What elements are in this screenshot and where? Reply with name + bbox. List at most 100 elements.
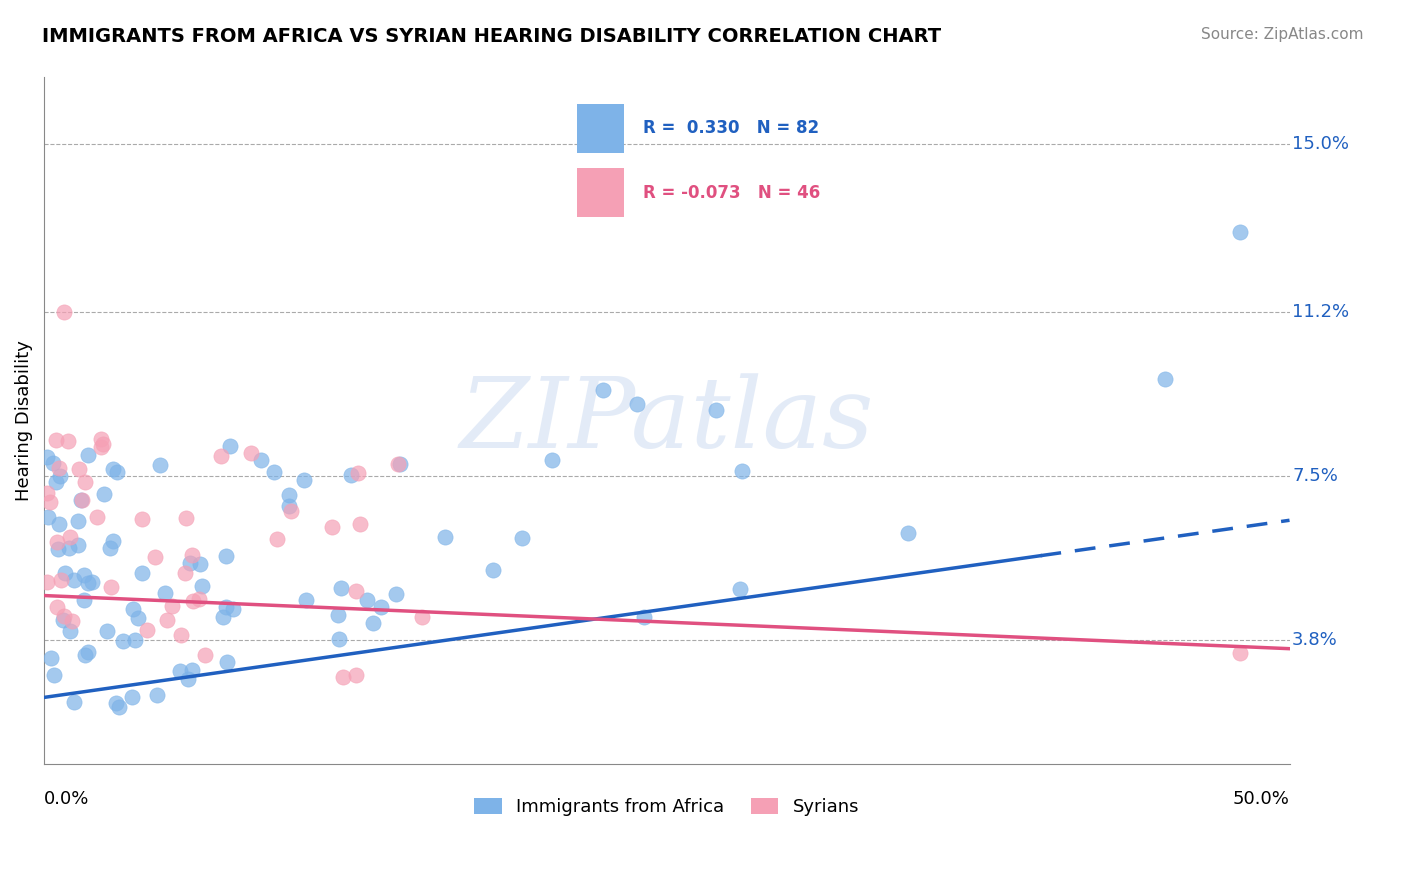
Point <box>53 305 76 319</box>
Point <box>38 495 60 509</box>
Point <box>90 440 112 454</box>
Point <box>121 602 143 616</box>
Point <box>121 690 143 705</box>
Point <box>363 616 385 631</box>
Point <box>356 592 378 607</box>
Text: IMMIGRANTS FROM AFRICA VS SYRIAN HEARING DISABILITY CORRELATION CHART: IMMIGRANTS FROM AFRICA VS SYRIAN HEARING… <box>42 27 941 45</box>
Point <box>411 610 433 624</box>
Point <box>35 574 58 589</box>
Point <box>326 607 349 622</box>
Point <box>217 655 239 669</box>
Point <box>146 688 169 702</box>
Point <box>98 541 121 556</box>
Point <box>188 557 211 571</box>
Point <box>46 542 69 557</box>
Legend: Immigrants from Africa, Syrians: Immigrants from Africa, Syrians <box>467 790 866 823</box>
Point <box>67 462 90 476</box>
Text: 0.0%: 0.0% <box>44 790 90 808</box>
Point <box>211 449 233 463</box>
Point <box>105 465 128 479</box>
Point <box>328 632 350 646</box>
Point <box>53 566 76 581</box>
Point <box>46 534 69 549</box>
Point <box>160 599 183 613</box>
Point <box>180 549 202 563</box>
Point <box>66 514 89 528</box>
Point <box>131 566 153 581</box>
Point <box>1154 371 1177 385</box>
Point <box>155 586 177 600</box>
Point <box>433 530 456 544</box>
Point <box>387 458 409 472</box>
Point <box>169 664 191 678</box>
Point <box>45 433 67 447</box>
Point <box>48 469 70 483</box>
Point <box>73 648 96 662</box>
Point <box>280 504 302 518</box>
Point <box>181 663 204 677</box>
Point <box>73 475 96 490</box>
Point <box>59 624 82 639</box>
Point <box>86 510 108 524</box>
Point <box>93 486 115 500</box>
Point <box>332 670 354 684</box>
Point <box>73 568 96 582</box>
Point <box>111 634 134 648</box>
Point <box>127 611 149 625</box>
Point <box>136 623 159 637</box>
Point <box>58 434 80 448</box>
Point <box>330 581 353 595</box>
Point <box>277 499 299 513</box>
Point <box>179 556 201 570</box>
Point <box>77 576 100 591</box>
Point <box>221 602 243 616</box>
Point <box>107 700 129 714</box>
Point <box>344 668 367 682</box>
Point <box>278 488 301 502</box>
Point <box>174 510 197 524</box>
Point <box>349 516 371 531</box>
Point <box>46 600 69 615</box>
Point <box>100 580 122 594</box>
Point <box>63 573 86 587</box>
Point <box>35 486 58 500</box>
Point <box>633 610 655 624</box>
Point <box>91 437 114 451</box>
Point <box>181 593 204 607</box>
Point <box>49 573 72 587</box>
Point <box>131 512 153 526</box>
Point <box>321 519 343 533</box>
Point <box>177 672 200 686</box>
Point <box>731 464 754 478</box>
Point <box>592 383 614 397</box>
Point <box>155 613 177 627</box>
Point <box>263 466 285 480</box>
Point <box>240 446 263 460</box>
Point <box>173 566 195 581</box>
Point <box>39 651 62 665</box>
Point <box>90 432 112 446</box>
Point <box>60 614 83 628</box>
Point <box>59 530 82 544</box>
Point <box>219 439 242 453</box>
Point <box>1229 646 1251 660</box>
Text: 3.8%: 3.8% <box>1292 631 1337 648</box>
Text: 7.5%: 7.5% <box>1292 467 1339 485</box>
Point <box>101 533 124 548</box>
Point <box>346 466 368 480</box>
Point <box>266 532 288 546</box>
Text: 11.2%: 11.2% <box>1292 303 1350 321</box>
Point <box>48 461 70 475</box>
Point <box>45 475 67 489</box>
Point <box>66 538 89 552</box>
Point <box>101 461 124 475</box>
Point <box>70 492 93 507</box>
Point <box>215 600 238 615</box>
Point <box>42 668 65 682</box>
Text: 50.0%: 50.0% <box>1233 790 1289 808</box>
Point <box>1229 226 1251 240</box>
Point <box>389 457 412 471</box>
Point <box>96 624 118 638</box>
Point <box>339 468 361 483</box>
Point <box>63 695 86 709</box>
